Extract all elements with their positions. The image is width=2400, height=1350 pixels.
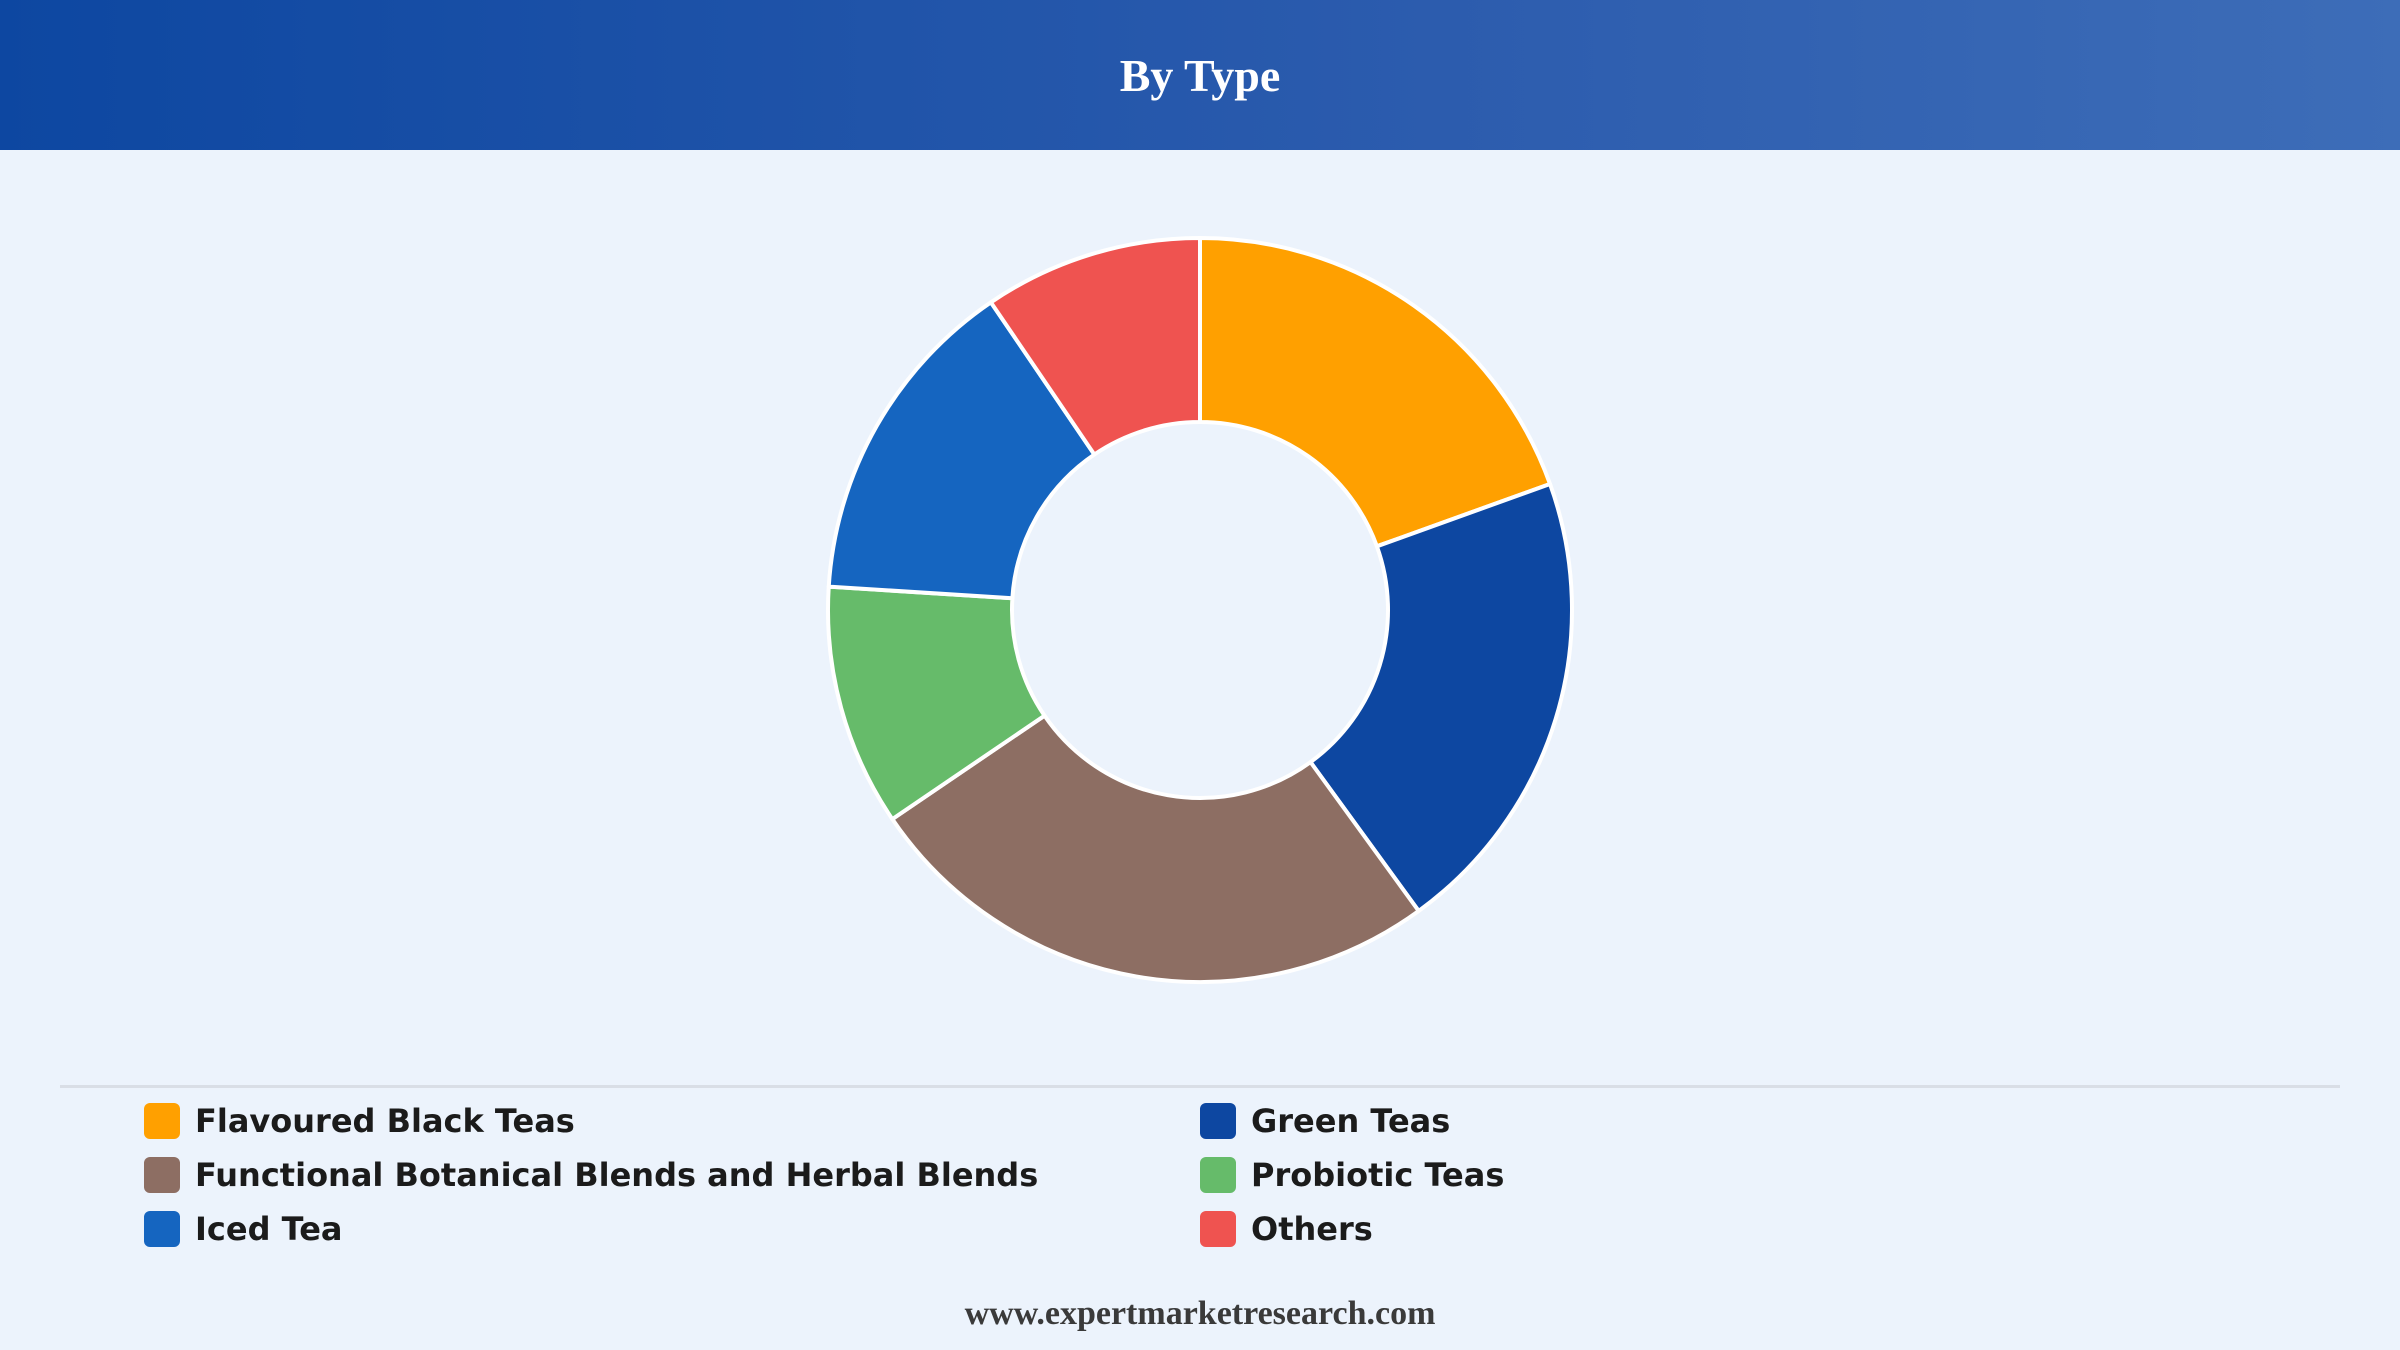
legend-item-probiotic-teas[interactable]: Probiotic Teas xyxy=(1200,1148,1504,1202)
legend-label: Flavoured Black Teas xyxy=(195,1102,575,1140)
donut-slice-others[interactable] xyxy=(988,236,1202,457)
legend-label: Others xyxy=(1251,1210,1373,1248)
legend-item-functional-botanical-blends[interactable]: Functional Botanical Blends and Herbal B… xyxy=(144,1148,1038,1202)
donut-slice-green-teas[interactable] xyxy=(1308,481,1575,913)
donut-slice-probiotic-teas[interactable] xyxy=(826,584,1047,822)
legend-label: Functional Botanical Blends and Herbal B… xyxy=(195,1156,1039,1194)
legend-swatch xyxy=(1200,1103,1236,1139)
legend-swatch xyxy=(144,1211,180,1247)
legend-divider xyxy=(60,1085,2340,1088)
footer-website[interactable]: www.expertmarketresearch.com xyxy=(964,1295,1436,1332)
legend-label: Probiotic Teas xyxy=(1251,1156,1505,1194)
donut-slice-functional-botanical-blends-and-herbal-blends[interactable] xyxy=(890,713,1421,984)
donut-slice-flavoured-black-teas[interactable] xyxy=(1198,236,1553,549)
legend-label: Iced Tea xyxy=(195,1210,343,1248)
donut-slice-iced-tea[interactable] xyxy=(826,300,1097,601)
legend-swatch xyxy=(1200,1157,1236,1193)
legend-swatch xyxy=(144,1103,180,1139)
legend-swatch xyxy=(1200,1211,1236,1247)
donut-chart xyxy=(826,236,1575,984)
legend-item-iced-tea[interactable]: Iced Tea xyxy=(144,1202,343,1256)
chart-header: By Type xyxy=(0,0,2400,150)
chart-legend: Flavoured Black Teas Green Teas Function… xyxy=(0,1094,2400,1264)
legend-item-flavoured-black-teas[interactable]: Flavoured Black Teas xyxy=(144,1094,575,1148)
chart-area xyxy=(0,150,2400,1070)
chart-title: By Type xyxy=(1119,49,1281,101)
legend-item-others[interactable]: Others xyxy=(1200,1202,1373,1256)
legend-swatch xyxy=(144,1157,180,1193)
legend-item-green-teas[interactable]: Green Teas xyxy=(1200,1094,1450,1148)
legend-label: Green Teas xyxy=(1251,1102,1451,1140)
